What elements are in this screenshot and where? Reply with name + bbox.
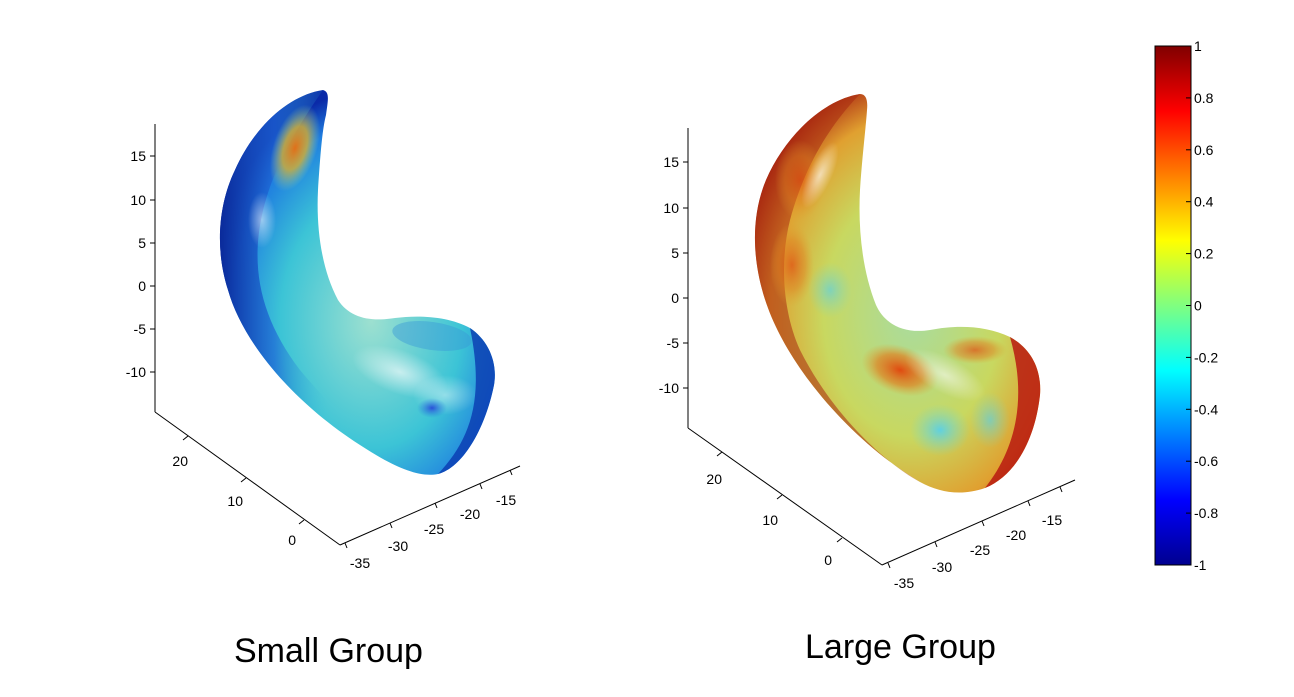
colorbar-tick-label: 0.6	[1194, 142, 1214, 158]
large-group-surface	[754, 94, 1041, 493]
x-tick: -30	[932, 559, 952, 575]
z-tick: -10	[659, 380, 679, 396]
y-tick: 10	[762, 512, 778, 528]
y-tick: 0	[288, 532, 296, 548]
z-tick: -5	[667, 335, 680, 351]
colorbar-tick-label: 0.4	[1194, 194, 1214, 210]
z-tick: 10	[663, 200, 679, 216]
colorbar-tick-label: 0.2	[1194, 246, 1214, 262]
x-tick: -15	[1042, 512, 1062, 528]
colorbar-gradient	[1154, 45, 1192, 566]
z-tick: -10	[126, 364, 146, 380]
z-tick: 15	[663, 154, 679, 170]
x-tick: -35	[350, 555, 370, 571]
z-tick: 15	[130, 148, 146, 164]
x-tick: -35	[894, 575, 914, 591]
colorbar: 1 0.8 0.6 0.4 0.2 0 -0.2 -0.4 -0.6 -0.8 -1	[1154, 38, 1218, 573]
x-tick: -20	[460, 506, 480, 522]
z-tick: 5	[671, 245, 679, 261]
large-group-plot: 15 10 5 0 -5 -10 20 10 0 -35 -30 -25 -20…	[659, 94, 1076, 591]
large-group-caption: Large Group	[805, 628, 996, 666]
y-tick: 10	[227, 493, 243, 509]
small-group-surface	[219, 90, 495, 475]
x-tick: -20	[1006, 527, 1026, 543]
z-tick: -5	[134, 321, 147, 337]
y-tick: 20	[172, 453, 188, 469]
z-tick: 0	[138, 278, 146, 294]
colorbar-tick-label: -1	[1194, 557, 1207, 573]
small-group-plot: 15 10 5 0 -5 -10 20 10 0 -35 -30 -25 -20…	[126, 90, 521, 571]
colorbar-tick-label: -0.8	[1194, 505, 1218, 521]
colorbar-tick-label: 0.8	[1194, 90, 1214, 106]
colorbar-tick-label: 0	[1194, 298, 1202, 314]
x-tick: -25	[424, 521, 444, 537]
z-tick: 5	[138, 235, 146, 251]
colorbar-tick-label: -0.6	[1194, 453, 1218, 469]
x-tick: -15	[496, 492, 516, 508]
x-tick: -30	[388, 538, 408, 554]
small-group-caption: Small Group	[234, 632, 423, 670]
colorbar-tick-label: 1	[1194, 38, 1202, 54]
z-tick: 0	[671, 290, 679, 306]
x-tick: -25	[970, 542, 990, 558]
y-tick: 0	[824, 552, 832, 568]
z-tick: 10	[130, 192, 146, 208]
colorbar-tick-label: -0.4	[1194, 401, 1218, 417]
y-tick: 20	[706, 471, 722, 487]
colorbar-tick-label: -0.2	[1194, 349, 1218, 365]
